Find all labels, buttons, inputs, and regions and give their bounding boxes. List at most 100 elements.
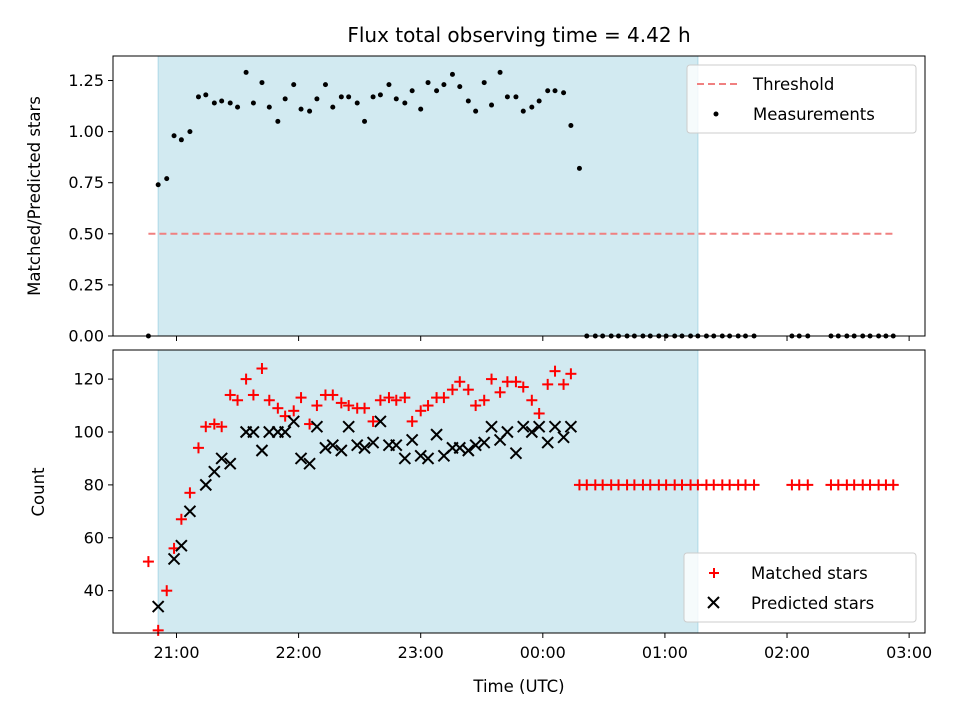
matched-star-point bbox=[367, 415, 379, 427]
predicted-star-point bbox=[287, 415, 300, 428]
predicted-star-point bbox=[319, 441, 332, 455]
measurement-point bbox=[307, 108, 313, 114]
ratio-plot-frame bbox=[112, 55, 926, 337]
measurement-point bbox=[211, 100, 217, 106]
measurement-point bbox=[370, 94, 376, 100]
matched-star-point bbox=[399, 392, 411, 404]
y-tick-label: 60 bbox=[84, 528, 104, 547]
measurement-point bbox=[497, 69, 503, 75]
predicted-star-point bbox=[564, 420, 578, 433]
measurement-point bbox=[504, 94, 510, 100]
predicted-star-point bbox=[532, 420, 546, 433]
predicted-star-point bbox=[557, 431, 570, 444]
x-tick-label: 21:00 bbox=[153, 643, 199, 662]
measurement-point bbox=[520, 108, 526, 114]
ratio-y-ticks: 0.00 0.25 0.50 0.75 1.00 1.25 bbox=[68, 71, 113, 346]
matched-star-point bbox=[486, 373, 498, 385]
measurement-point bbox=[322, 82, 328, 88]
measurement-point bbox=[402, 100, 408, 106]
y-tick-label: 0.50 bbox=[68, 224, 104, 243]
matched-star-point bbox=[478, 394, 490, 406]
matched-star-point bbox=[175, 513, 187, 525]
predicted-star-point bbox=[430, 428, 443, 441]
matched-star-point bbox=[263, 394, 275, 406]
y-tick-label: 0.75 bbox=[68, 173, 104, 192]
measurement-point bbox=[409, 88, 415, 94]
matched-star-point bbox=[247, 389, 259, 401]
predicted-star-point bbox=[278, 425, 292, 439]
matched-star-point bbox=[161, 585, 173, 597]
matched-star-point bbox=[390, 394, 402, 406]
matched-star-point bbox=[374, 394, 386, 406]
count-plot-frame bbox=[112, 349, 926, 634]
count-legend-box bbox=[683, 552, 917, 623]
predicted-star-point bbox=[183, 505, 197, 518]
matched-star-point bbox=[152, 624, 164, 636]
matched-star-point bbox=[415, 405, 427, 417]
predicted-star-point bbox=[525, 425, 539, 439]
measurement-point bbox=[266, 104, 272, 110]
measurement-point bbox=[178, 137, 184, 143]
measurement-point bbox=[171, 133, 177, 139]
ratio-panel: 0.00 0.25 0.50 0.75 1.00 1.25 Matched/Predict… bbox=[25, 55, 926, 346]
count-panel: 21:00 22:00 23:00 00:00 01:00 02:00 03:00 40 60… bbox=[29, 349, 932, 696]
measurement-point bbox=[291, 82, 297, 88]
matched-star-point bbox=[335, 397, 347, 409]
count-y-ticks: 40 60 80 100 120 bbox=[73, 370, 113, 600]
predicted-star-point bbox=[398, 452, 412, 465]
predicted-star-point bbox=[151, 600, 165, 613]
matched-star-point bbox=[533, 407, 545, 419]
matched-star-point bbox=[359, 402, 371, 414]
predicted-star-point bbox=[421, 452, 435, 465]
measurement-point bbox=[418, 106, 424, 112]
measurement-point bbox=[195, 94, 201, 100]
predicted-star-point bbox=[310, 420, 324, 433]
predicted-star-point bbox=[215, 452, 228, 465]
predicted-stars-legend-marker bbox=[707, 596, 720, 609]
measurement-point bbox=[489, 102, 495, 108]
measurement-point bbox=[259, 80, 265, 86]
y-tick-label: 40 bbox=[84, 581, 104, 600]
predicted-star-point bbox=[414, 449, 427, 463]
predicted-star-point bbox=[335, 444, 348, 457]
count-legend: Matched stars Predicted stars bbox=[683, 552, 917, 623]
predicted-star-point bbox=[351, 439, 364, 452]
x-tick-label: 03:00 bbox=[886, 643, 932, 662]
predicted-star-point bbox=[342, 420, 355, 433]
measurement-point bbox=[449, 71, 455, 77]
predicted-star-point bbox=[485, 420, 498, 433]
x-tick-label: 22:00 bbox=[276, 643, 322, 662]
matched-star-point bbox=[438, 392, 450, 404]
y-tick-label: 1.00 bbox=[68, 122, 104, 141]
matched-star-point bbox=[802, 479, 814, 491]
count-x-ticks: 21:00 22:00 23:00 00:00 01:00 02:00 03:00 bbox=[153, 633, 932, 662]
measurement-point bbox=[227, 100, 233, 106]
measurement-point bbox=[377, 92, 383, 98]
measurement-point bbox=[568, 122, 574, 128]
y-tick-label: 0.25 bbox=[68, 275, 104, 294]
matched-star-point bbox=[232, 394, 244, 406]
predicted-star-point bbox=[199, 478, 213, 492]
x-tick-label: 00:00 bbox=[520, 643, 566, 662]
matched-star-point bbox=[311, 400, 323, 412]
matched-star-point bbox=[748, 479, 760, 491]
count-points bbox=[142, 363, 899, 636]
predicted-star-point bbox=[501, 425, 514, 439]
ratio-legend-box bbox=[686, 64, 917, 134]
threshold-legend-label: Threshold bbox=[752, 75, 834, 94]
measurement-point bbox=[561, 90, 567, 96]
matched-star-point bbox=[343, 400, 355, 412]
measurement-point bbox=[441, 82, 447, 88]
measurement-point bbox=[425, 80, 431, 86]
predicted-star-point bbox=[175, 539, 188, 552]
matched-star-point bbox=[295, 392, 307, 404]
matched-star-point bbox=[240, 373, 252, 385]
predicted-star-point bbox=[517, 420, 530, 433]
matched-star-point bbox=[446, 384, 458, 396]
predicted-star-point bbox=[208, 465, 221, 478]
measurements-legend-label: Measurements bbox=[753, 105, 875, 124]
predicted-star-point bbox=[469, 439, 482, 452]
matched-star-point bbox=[422, 400, 434, 412]
ratio-observing-window bbox=[157, 55, 699, 337]
